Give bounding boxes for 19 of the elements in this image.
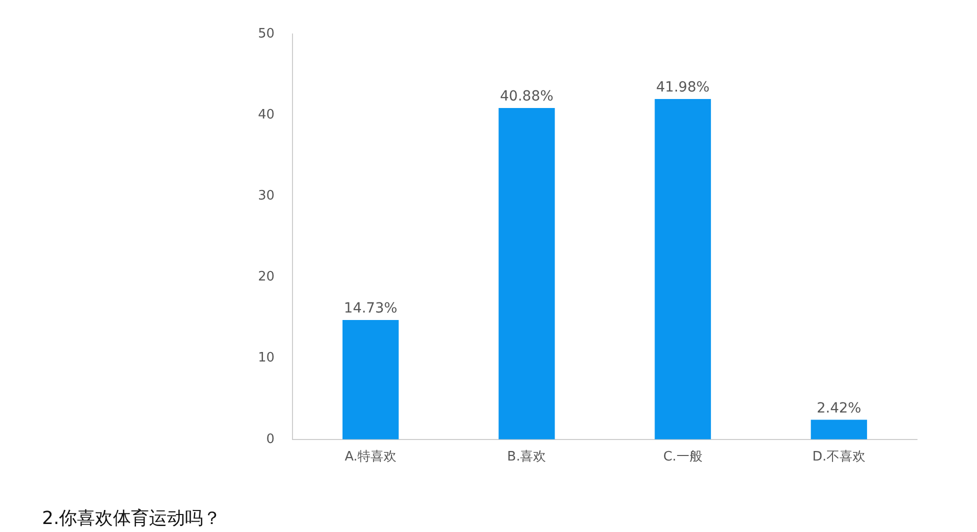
y-tick-label: 10	[258, 350, 275, 366]
data-label: 40.88%	[500, 88, 554, 105]
y-tick-label: 40	[258, 107, 275, 122]
y-tick-label: 20	[258, 270, 275, 285]
data-label: 2.42%	[816, 400, 862, 416]
y-tick-label: 50	[258, 26, 275, 42]
x-tick-label: C.一般	[663, 450, 702, 465]
x-tick-label: B.喜欢	[507, 450, 546, 465]
data-label: 14.73%	[344, 300, 398, 317]
x-tick-label: A.特喜欢	[344, 450, 396, 465]
bar	[342, 320, 399, 440]
bar	[654, 99, 711, 440]
text: 2.你喜欢体育运动吗？	[42, 507, 222, 530]
x-tick-label: D.不喜欢	[812, 450, 866, 465]
bar	[498, 108, 555, 440]
bar	[810, 420, 868, 440]
y-tick-label: 0	[266, 432, 275, 447]
data-label: 41.98%	[656, 80, 710, 96]
y-tick-label: 30	[258, 188, 275, 204]
